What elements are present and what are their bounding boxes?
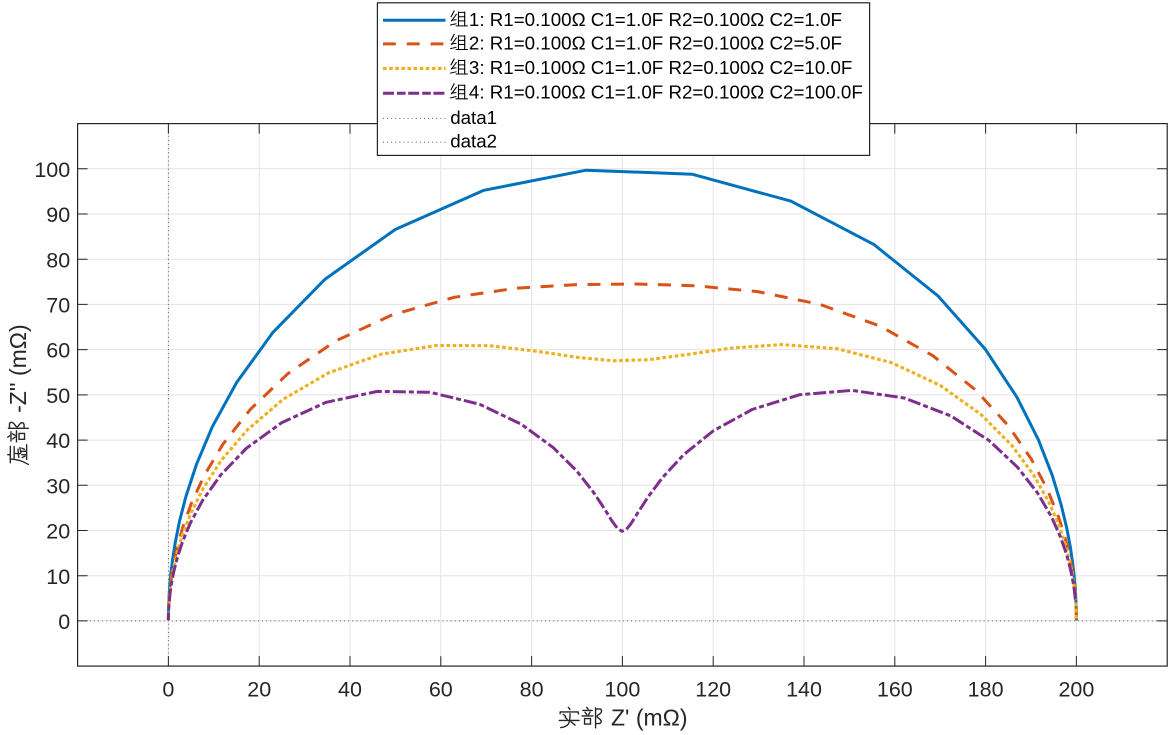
svg-text:data2: data2 xyxy=(450,131,497,152)
svg-text:60: 60 xyxy=(429,678,453,702)
svg-text:0: 0 xyxy=(162,678,174,702)
svg-text:30: 30 xyxy=(46,474,70,498)
svg-text:60: 60 xyxy=(46,339,70,363)
svg-text:Z' (mΩ): Z' (mΩ) xyxy=(605,705,688,731)
svg-text:1: R1=0.100Ω C1=1.0F R2=0.100Ω: 1: R1=0.100Ω C1=1.0F R2=0.100Ω C2=1.0F xyxy=(469,9,842,30)
svg-text:90: 90 xyxy=(46,203,70,227)
svg-text:100: 100 xyxy=(604,678,640,702)
svg-text:20: 20 xyxy=(247,678,271,702)
svg-text:70: 70 xyxy=(46,294,70,318)
svg-text:140: 140 xyxy=(786,678,822,702)
svg-text:80: 80 xyxy=(46,248,70,272)
svg-text:10: 10 xyxy=(46,565,70,589)
svg-text:3: R1=0.100Ω C1=1.0F R2=0.100Ω: 3: R1=0.100Ω C1=1.0F R2=0.100Ω C2=10.0F xyxy=(469,57,853,78)
svg-text:50: 50 xyxy=(46,384,70,408)
svg-text:200: 200 xyxy=(1058,678,1094,702)
svg-text:data1: data1 xyxy=(450,107,497,128)
svg-text:20: 20 xyxy=(46,520,70,544)
svg-text:-Z'' (mΩ): -Z'' (mΩ) xyxy=(5,324,31,419)
svg-text:160: 160 xyxy=(877,678,913,702)
svg-text:180: 180 xyxy=(968,678,1004,702)
svg-text:4: R1=0.100Ω C1=1.0F R2=0.100Ω: 4: R1=0.100Ω C1=1.0F R2=0.100Ω C2=100.0F xyxy=(469,82,863,103)
svg-text:120: 120 xyxy=(695,678,731,702)
svg-text:40: 40 xyxy=(46,429,70,453)
svg-text:40: 40 xyxy=(338,678,362,702)
svg-text:100: 100 xyxy=(34,158,70,182)
svg-text:2: R1=0.100Ω C1=1.0F R2=0.100Ω: 2: R1=0.100Ω C1=1.0F R2=0.100Ω C2=5.0F xyxy=(469,32,842,53)
svg-text:80: 80 xyxy=(520,678,544,702)
svg-text:0: 0 xyxy=(58,610,70,634)
